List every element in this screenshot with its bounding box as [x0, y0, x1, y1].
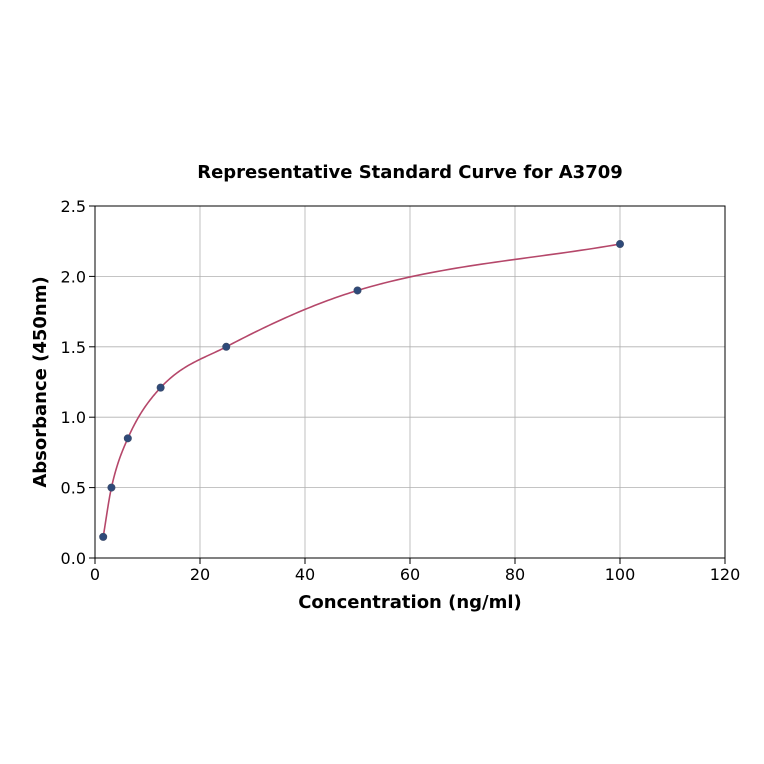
x-tick-label: 100: [605, 565, 636, 584]
x-tick-label: 60: [400, 565, 420, 584]
x-tick-label: 40: [295, 565, 315, 584]
data-point: [99, 532, 108, 541]
y-tick-label: 2.0: [61, 267, 86, 286]
data-point: [156, 383, 165, 392]
data-points-layer: [99, 240, 625, 541]
data-point: [616, 240, 625, 249]
data-point: [353, 286, 362, 295]
y-tick-label: 1.5: [61, 338, 86, 357]
y-axis-label: Absorbance (450nm): [30, 276, 51, 487]
x-tick-label: 80: [505, 565, 525, 584]
fit-curve: [102, 243, 621, 538]
data-point: [107, 483, 116, 492]
fit-curve-layer: [102, 243, 621, 538]
y-tick-label: 0.0: [61, 549, 86, 568]
data-point: [123, 434, 132, 443]
x-axis-label: Concentration (ng/ml): [298, 592, 522, 613]
grid: [94, 205, 726, 559]
x-tick-label: 20: [190, 565, 210, 584]
chart-title: Representative Standard Curve for A3709: [197, 162, 623, 183]
y-tick-label: 2.5: [61, 197, 86, 216]
y-tick-label: 0.5: [61, 479, 86, 498]
x-tick-label: 0: [90, 565, 100, 584]
y-tick-label: 1.0: [61, 408, 86, 427]
x-tick-label: 120: [710, 565, 741, 584]
data-point: [222, 342, 231, 351]
axis-ticks: 0 20 40 60 80 100 120 0.0 0.5 1.0 1.5 2.0 2.5: [61, 197, 741, 584]
